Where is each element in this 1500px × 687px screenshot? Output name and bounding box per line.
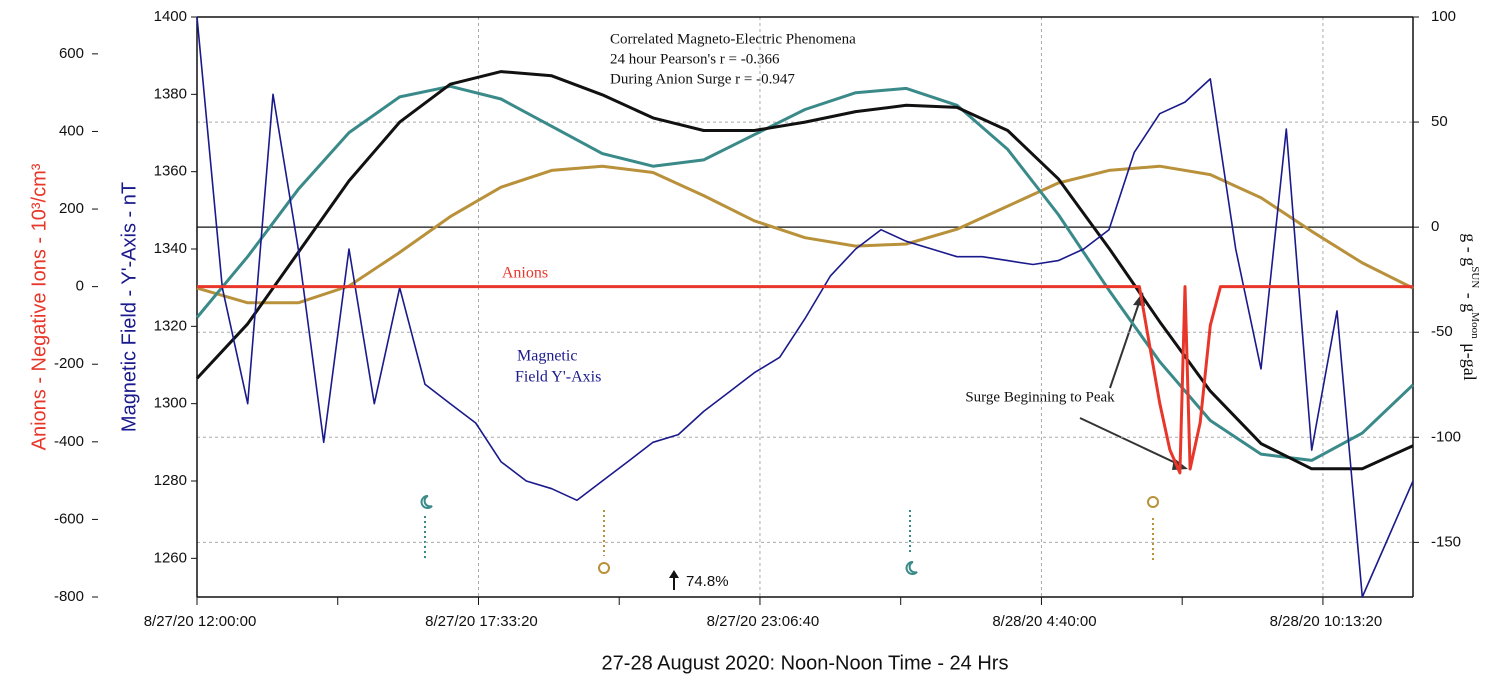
y2-tick-label: -150 bbox=[1431, 533, 1461, 550]
y3-tick-label: 1340 bbox=[154, 240, 187, 257]
y3-axis-title: Magnetic Field - Y'-Axis - nT bbox=[118, 182, 140, 432]
y2-tick-label: 0 bbox=[1431, 218, 1439, 235]
series-line bbox=[196, 16, 1414, 598]
arrow bbox=[1079, 417, 1181, 466]
y-tick-label: 200 bbox=[59, 200, 84, 217]
series-line bbox=[196, 164, 1414, 305]
title-line: Correlated Magneto-Electric Phenomena bbox=[610, 31, 856, 47]
y2-label-part: - g bbox=[1460, 288, 1480, 312]
x-tick-label: 8/27/20 17:33:20 bbox=[425, 613, 538, 630]
y3-tick-label: 1300 bbox=[154, 395, 187, 412]
y2-tick-label: -50 bbox=[1431, 323, 1453, 340]
moon-icon bbox=[905, 561, 918, 575]
series-label: Magnetic bbox=[517, 348, 577, 365]
title-line: During Anion Surge r = -0.947 bbox=[610, 71, 795, 87]
y2-label-part: μ-gal bbox=[1460, 339, 1480, 381]
series-label: Anions bbox=[502, 265, 548, 282]
x-tick-label: 8/28/20 10:13:20 bbox=[1270, 613, 1383, 630]
y-tick-label: -800 bbox=[54, 588, 84, 605]
y-tick-label: -200 bbox=[54, 355, 84, 372]
y2-tick-label: 50 bbox=[1431, 113, 1448, 130]
y3-tick-label: 1400 bbox=[154, 8, 187, 25]
sun-icon bbox=[1147, 496, 1159, 508]
y3-tick-label: 1320 bbox=[154, 317, 187, 334]
y3-tick-label: 1260 bbox=[154, 549, 187, 566]
arrow bbox=[1109, 299, 1141, 389]
title-line: 24 hour Pearson's r = -0.366 bbox=[610, 51, 780, 67]
x-tick-label: 8/28/20 4:40:00 bbox=[992, 613, 1096, 630]
annotation: 74.8% bbox=[686, 573, 729, 590]
y2-label-part: g - g bbox=[1460, 233, 1480, 266]
series-line bbox=[195, 70, 1414, 471]
sun-icon bbox=[598, 562, 610, 574]
x-tick-label: 8/27/20 23:06:40 bbox=[707, 613, 820, 630]
y2-label-part: SUN bbox=[1469, 266, 1481, 288]
y2-tick-label: -100 bbox=[1431, 428, 1461, 445]
x-tick-label: 8/27/20 12:00:00 bbox=[144, 613, 257, 630]
y3-tick-label: 1360 bbox=[154, 163, 187, 180]
chart-title: Correlated Magneto-Electric Phenomena 24… bbox=[610, 31, 856, 87]
y-tick-label: 0 bbox=[76, 278, 84, 295]
y-tick-label: 600 bbox=[59, 45, 84, 62]
y-tick-label: -600 bbox=[54, 510, 84, 527]
y-axis-title: Anions - Negative Ions - 10³/cm³ bbox=[28, 163, 50, 450]
annotation: Surge Beginning to Peak bbox=[965, 389, 1115, 405]
y3-tick-label: 1280 bbox=[154, 472, 187, 489]
y-tick-label: 400 bbox=[59, 122, 84, 139]
arrow-head bbox=[669, 570, 679, 578]
series-line bbox=[195, 84, 1415, 462]
series-label: Field Y'-Axis bbox=[515, 369, 601, 386]
y2-label-part: Moon bbox=[1469, 312, 1481, 339]
y2-tick-label: 100 bbox=[1431, 8, 1456, 25]
moon-sun-markers bbox=[420, 495, 1159, 575]
series-line bbox=[197, 285, 1413, 475]
y-tick-label: -400 bbox=[54, 433, 84, 450]
y2-axis-title: g - gSUN - gMoon μ-gal bbox=[1460, 233, 1482, 380]
x-axis-title: 27-28 August 2020: Noon-Noon Time - 24 H… bbox=[602, 652, 1009, 674]
moon-icon bbox=[420, 495, 433, 509]
y3-tick-label: 1380 bbox=[154, 85, 187, 102]
